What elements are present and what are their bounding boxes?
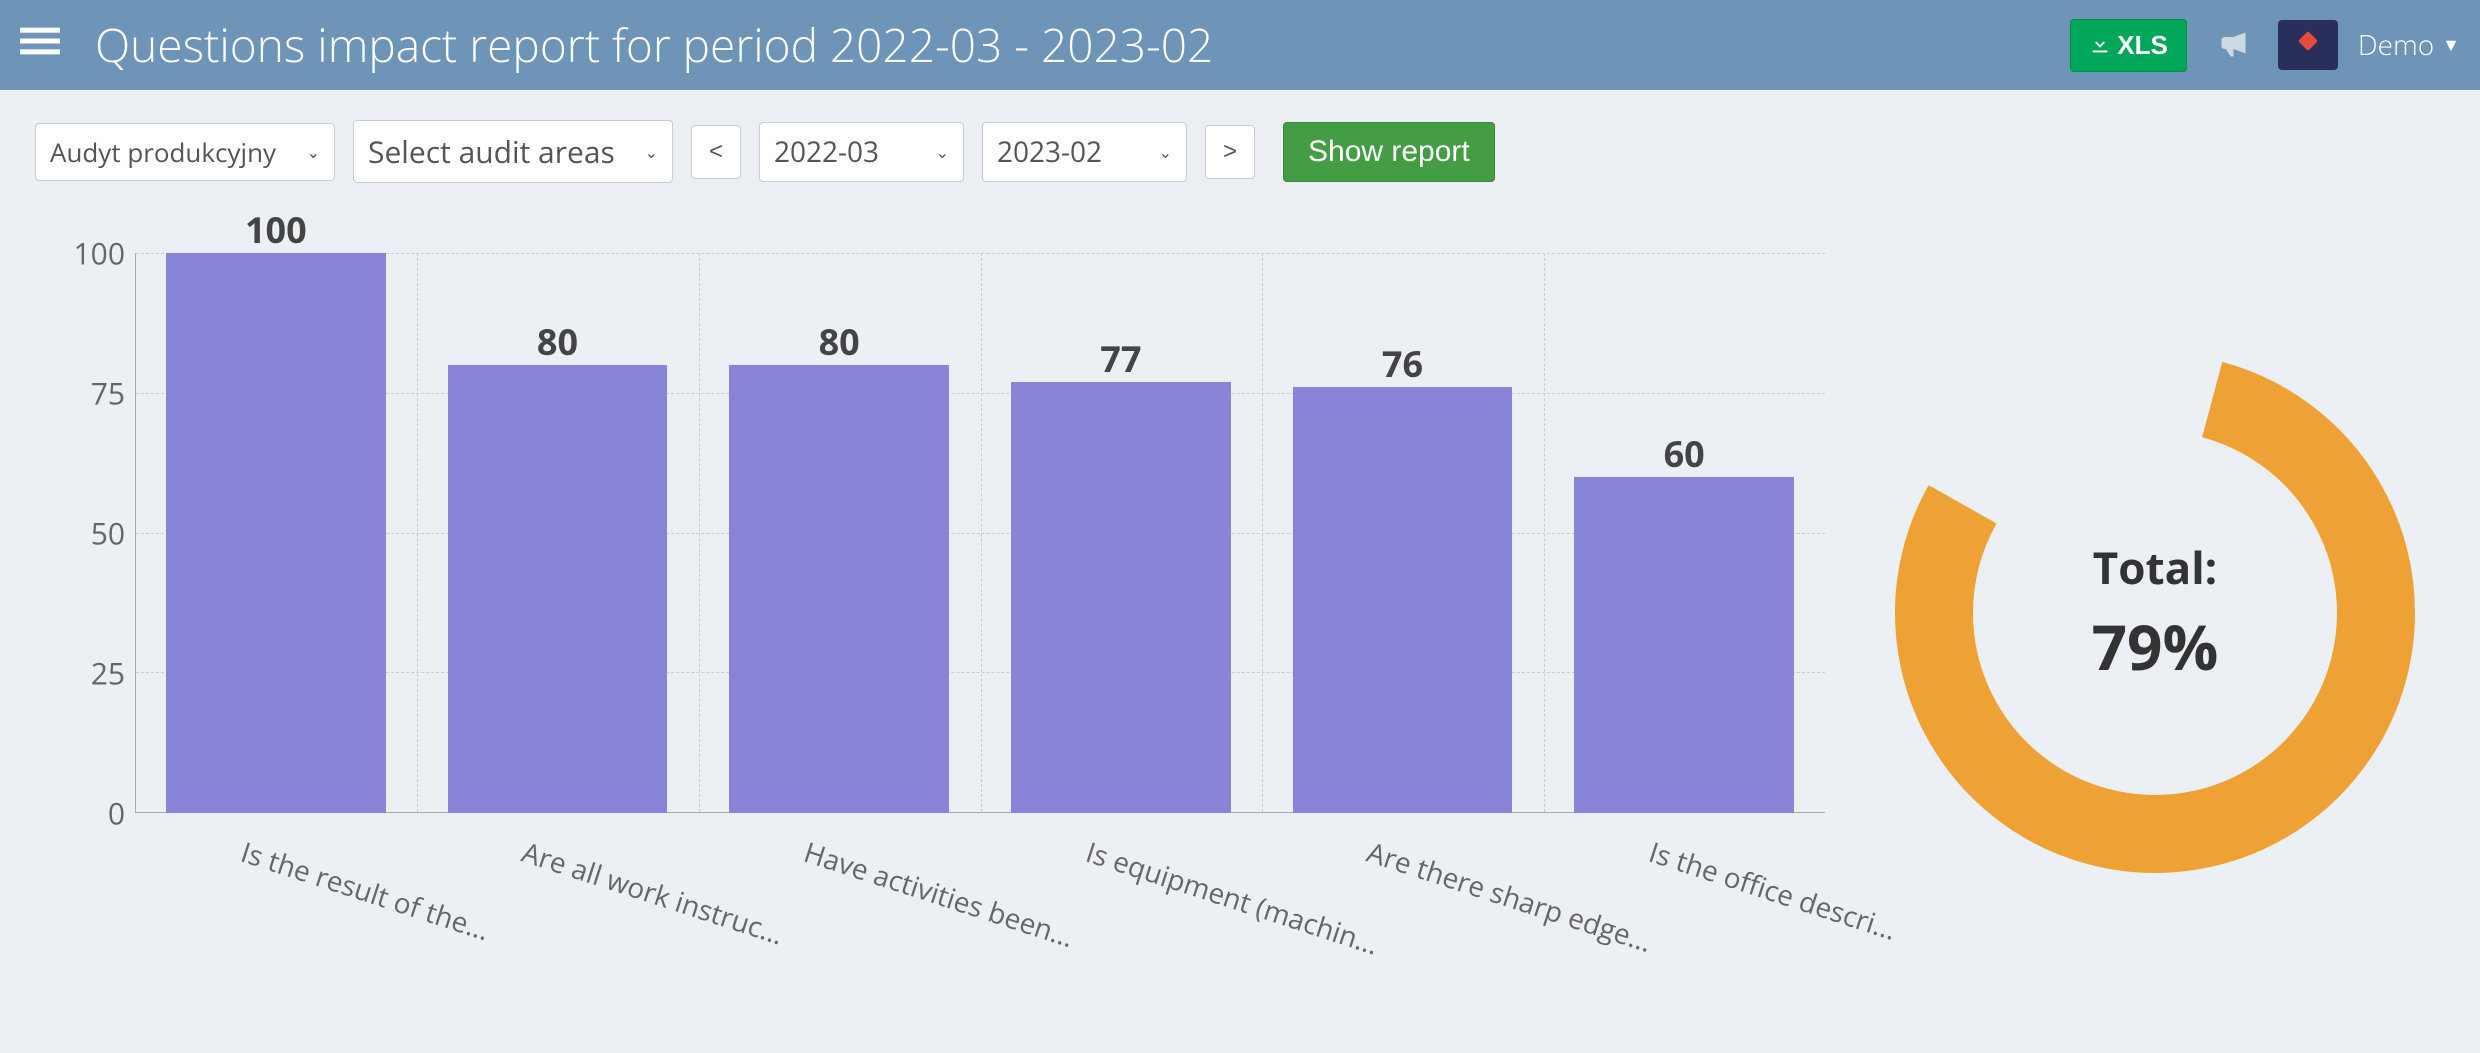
- y-tick: 25: [91, 653, 125, 694]
- date-to-select[interactable]: 2023-02 ⌄: [982, 122, 1187, 182]
- bar-chart: 0255075100 1008080777660 Is the result o…: [35, 213, 1825, 1013]
- date-to-value: 2023-02: [997, 133, 1102, 171]
- bar[interactable]: 77: [1011, 382, 1231, 813]
- bar-value-label: 80: [537, 317, 578, 366]
- chevron-down-icon: ⌄: [1159, 141, 1172, 163]
- y-tick: 75: [91, 373, 125, 414]
- y-tick: 50: [91, 513, 125, 554]
- export-xls-label: XLS: [2117, 30, 2168, 61]
- chevron-down-icon: ▼: [2442, 33, 2460, 57]
- donut-title: Total:: [2092, 537, 2219, 597]
- total-donut-chart: Total: 79%: [1865, 213, 2445, 1013]
- filter-toolbar: Audyt produkcyjny ⌄ Select audit areas ⌄…: [0, 90, 2480, 193]
- prev-period-button[interactable]: <: [691, 125, 741, 179]
- audit-areas-select[interactable]: Select audit areas ⌄: [353, 120, 673, 183]
- date-from-value: 2022-03: [774, 133, 879, 171]
- bar-value-label: 76: [1382, 339, 1423, 388]
- audit-type-value: Audyt produkcyjny: [50, 134, 276, 170]
- bar[interactable]: 80: [729, 365, 949, 813]
- chevron-down-icon: ⌄: [307, 141, 320, 163]
- download-icon: [2089, 34, 2111, 56]
- chevron-down-icon: ⌄: [936, 141, 949, 163]
- donut-value: 79%: [2092, 605, 2219, 689]
- user-label: Demo: [2358, 26, 2434, 64]
- app-logo: [2278, 20, 2338, 70]
- user-menu[interactable]: Demo ▼: [2358, 26, 2460, 64]
- page-title: Questions impact report for period 2022-…: [95, 14, 2070, 76]
- next-period-button[interactable]: >: [1205, 125, 1255, 179]
- report-content: 0255075100 1008080777660 Is the result o…: [0, 193, 2480, 1053]
- bar-value-label: 60: [1664, 429, 1705, 478]
- audit-type-select[interactable]: Audyt produkcyjny ⌄: [35, 123, 335, 181]
- bar-value-label: 77: [1100, 334, 1141, 383]
- bar[interactable]: 60: [1574, 477, 1794, 813]
- chevron-down-icon: ⌄: [645, 141, 658, 163]
- bar-value-label: 80: [819, 317, 860, 366]
- export-xls-button[interactable]: XLS: [2070, 19, 2187, 72]
- bar[interactable]: 76: [1293, 387, 1513, 813]
- megaphone-icon[interactable]: [2217, 25, 2253, 66]
- bar-value-label: 100: [245, 205, 307, 254]
- x-axis-label: Is the office descri...: [1644, 833, 1901, 949]
- audit-areas-placeholder: Select audit areas: [368, 131, 615, 172]
- date-from-select[interactable]: 2022-03 ⌄: [759, 122, 964, 182]
- bar[interactable]: 100: [166, 253, 386, 813]
- y-tick: 100: [74, 233, 125, 274]
- bar[interactable]: 80: [448, 365, 668, 813]
- menu-icon[interactable]: [20, 18, 60, 73]
- app-header: Questions impact report for period 2022-…: [0, 0, 2480, 90]
- y-tick: 0: [108, 793, 125, 834]
- show-report-button[interactable]: Show report: [1283, 122, 1495, 182]
